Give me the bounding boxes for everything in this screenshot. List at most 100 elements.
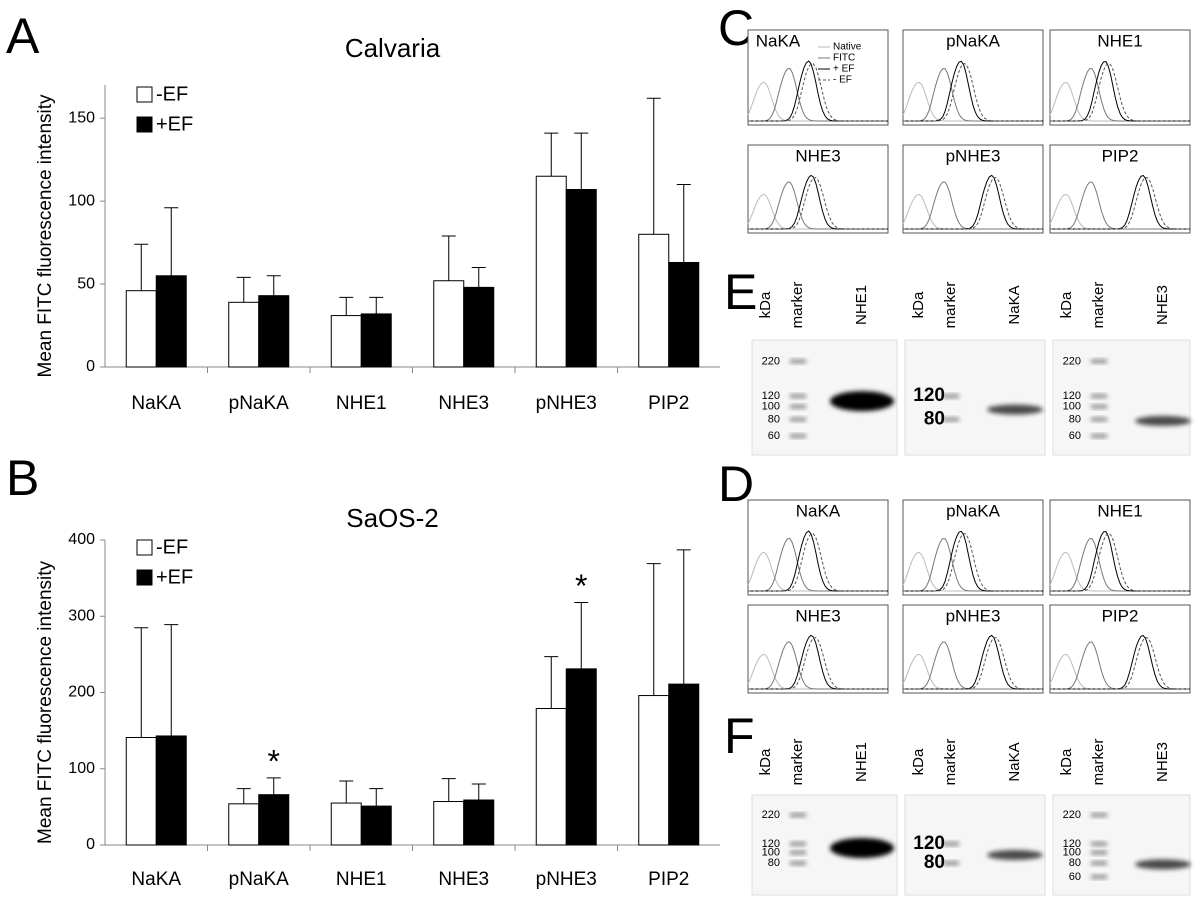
- error-bar: [134, 627, 149, 738]
- histogram-label: NaKA: [796, 501, 841, 520]
- marker-size-label: 80: [1069, 413, 1081, 425]
- lane-header: NHE3: [1154, 285, 1171, 325]
- x-tick-label: NHE3: [438, 393, 489, 414]
- histogram-label: pNaKA: [946, 31, 1001, 50]
- error-bar: [236, 276, 251, 303]
- histogram-label: pNHE3: [946, 606, 1001, 625]
- bar: [433, 801, 465, 846]
- legend-swatch: [136, 539, 153, 556]
- sample-band: [1135, 415, 1191, 426]
- lane-header: marker: [1090, 739, 1107, 786]
- histogram-frame: [747, 499, 889, 596]
- error-bar: [441, 235, 456, 281]
- y-tick-label: 400: [68, 531, 95, 548]
- x-tick-label: NHE1: [336, 869, 387, 890]
- y-tick-label: 50: [77, 275, 95, 292]
- marker-band: [790, 861, 806, 866]
- marker-size-label: 120: [762, 838, 780, 850]
- sample-band: [830, 391, 894, 412]
- error-bar: [266, 275, 281, 296]
- y-axis-title: Mean FITC fluorescence intensity: [35, 561, 56, 845]
- histogram-curve: [903, 177, 1043, 230]
- error-bar: [441, 778, 456, 802]
- marker-size-label: 80: [924, 408, 945, 429]
- y-tick-label: 0: [86, 358, 95, 375]
- bar: [360, 313, 392, 368]
- histogram-curve: [748, 636, 888, 690]
- y-tick-label: 150: [68, 109, 95, 126]
- lane-header: NaKA: [1006, 285, 1023, 324]
- lane-header: marker: [789, 282, 806, 329]
- histogram-curve: [748, 176, 888, 230]
- error-bar: [369, 296, 384, 314]
- bar: [360, 805, 392, 846]
- marker-size-label: 80: [924, 852, 945, 873]
- histogram-label: NHE1: [1097, 501, 1142, 520]
- bar: [433, 280, 465, 368]
- marker-band: [1091, 359, 1107, 364]
- marker-size-label: 60: [1069, 871, 1081, 883]
- marker-band: [790, 404, 806, 409]
- marker-size-label: 220: [762, 355, 780, 367]
- lane-header: NHE1: [853, 285, 870, 325]
- marker-size-label: 220: [1063, 809, 1081, 821]
- significance-marker: *: [268, 743, 280, 779]
- marker-band: [1091, 861, 1107, 866]
- legend-label: Native: [833, 42, 862, 53]
- marker-size-label: 80: [768, 413, 780, 425]
- legend-label: -EF: [156, 536, 188, 558]
- histogram-frame: [902, 29, 1044, 126]
- lane-header: kDa: [757, 748, 774, 775]
- sample-band: [987, 850, 1043, 861]
- histogram-label: pNaKA: [946, 501, 1001, 520]
- lane-header: kDa: [757, 291, 774, 318]
- marker-band: [790, 813, 806, 818]
- y-tick-label: 0: [86, 836, 95, 853]
- bar: [330, 802, 362, 846]
- y-tick-label: 200: [68, 684, 95, 701]
- x-tick-label: PIP2: [648, 393, 689, 414]
- marker-size-label: 100: [762, 401, 780, 413]
- histogram-curve: [1050, 176, 1190, 230]
- bar: [125, 736, 157, 846]
- histogram-frame: [902, 144, 1044, 234]
- marker-band: [943, 861, 959, 866]
- marker-size-label: 80: [1069, 857, 1081, 869]
- lane-header: NHE1: [853, 742, 870, 782]
- error-bar: [471, 266, 486, 288]
- marker-size-label: 100: [1063, 846, 1081, 858]
- lane-header: kDa: [1058, 291, 1075, 318]
- error-bar: [544, 132, 559, 177]
- lane-header: marker: [789, 739, 806, 786]
- histogram-frame: [1049, 604, 1191, 694]
- error-bar: [164, 207, 179, 276]
- histogram-frame: [902, 499, 1044, 596]
- marker-size-label: 120: [1063, 390, 1081, 402]
- marker-size-label: 120: [913, 833, 945, 854]
- marker-band: [943, 394, 959, 399]
- blot-frame: [904, 339, 1046, 456]
- marker-band: [1091, 874, 1107, 879]
- legend-label: -EF: [156, 83, 188, 105]
- marker-size-label: 100: [762, 846, 780, 858]
- bar: [463, 799, 495, 846]
- marker-band: [790, 417, 806, 422]
- lane-header: marker: [942, 282, 959, 329]
- blot-frame: [1052, 339, 1191, 456]
- panel-label: F: [724, 708, 755, 764]
- x-tick-label: PIP2: [648, 869, 689, 890]
- histogram-frame: [902, 604, 1044, 694]
- histogram-curve: [903, 637, 1043, 690]
- error-bar: [134, 243, 149, 291]
- histogram-curve: [903, 532, 1043, 592]
- significance-marker: *: [575, 568, 587, 604]
- histogram-label: NaKA: [756, 31, 801, 50]
- marker-size-label: 60: [1069, 430, 1081, 442]
- bar: [330, 315, 362, 368]
- histogram-frame: [1049, 499, 1191, 596]
- histogram-frame: [1049, 29, 1191, 126]
- marker-size-label: 120: [1063, 838, 1081, 850]
- error-bar: [164, 624, 179, 736]
- bar: [668, 683, 700, 846]
